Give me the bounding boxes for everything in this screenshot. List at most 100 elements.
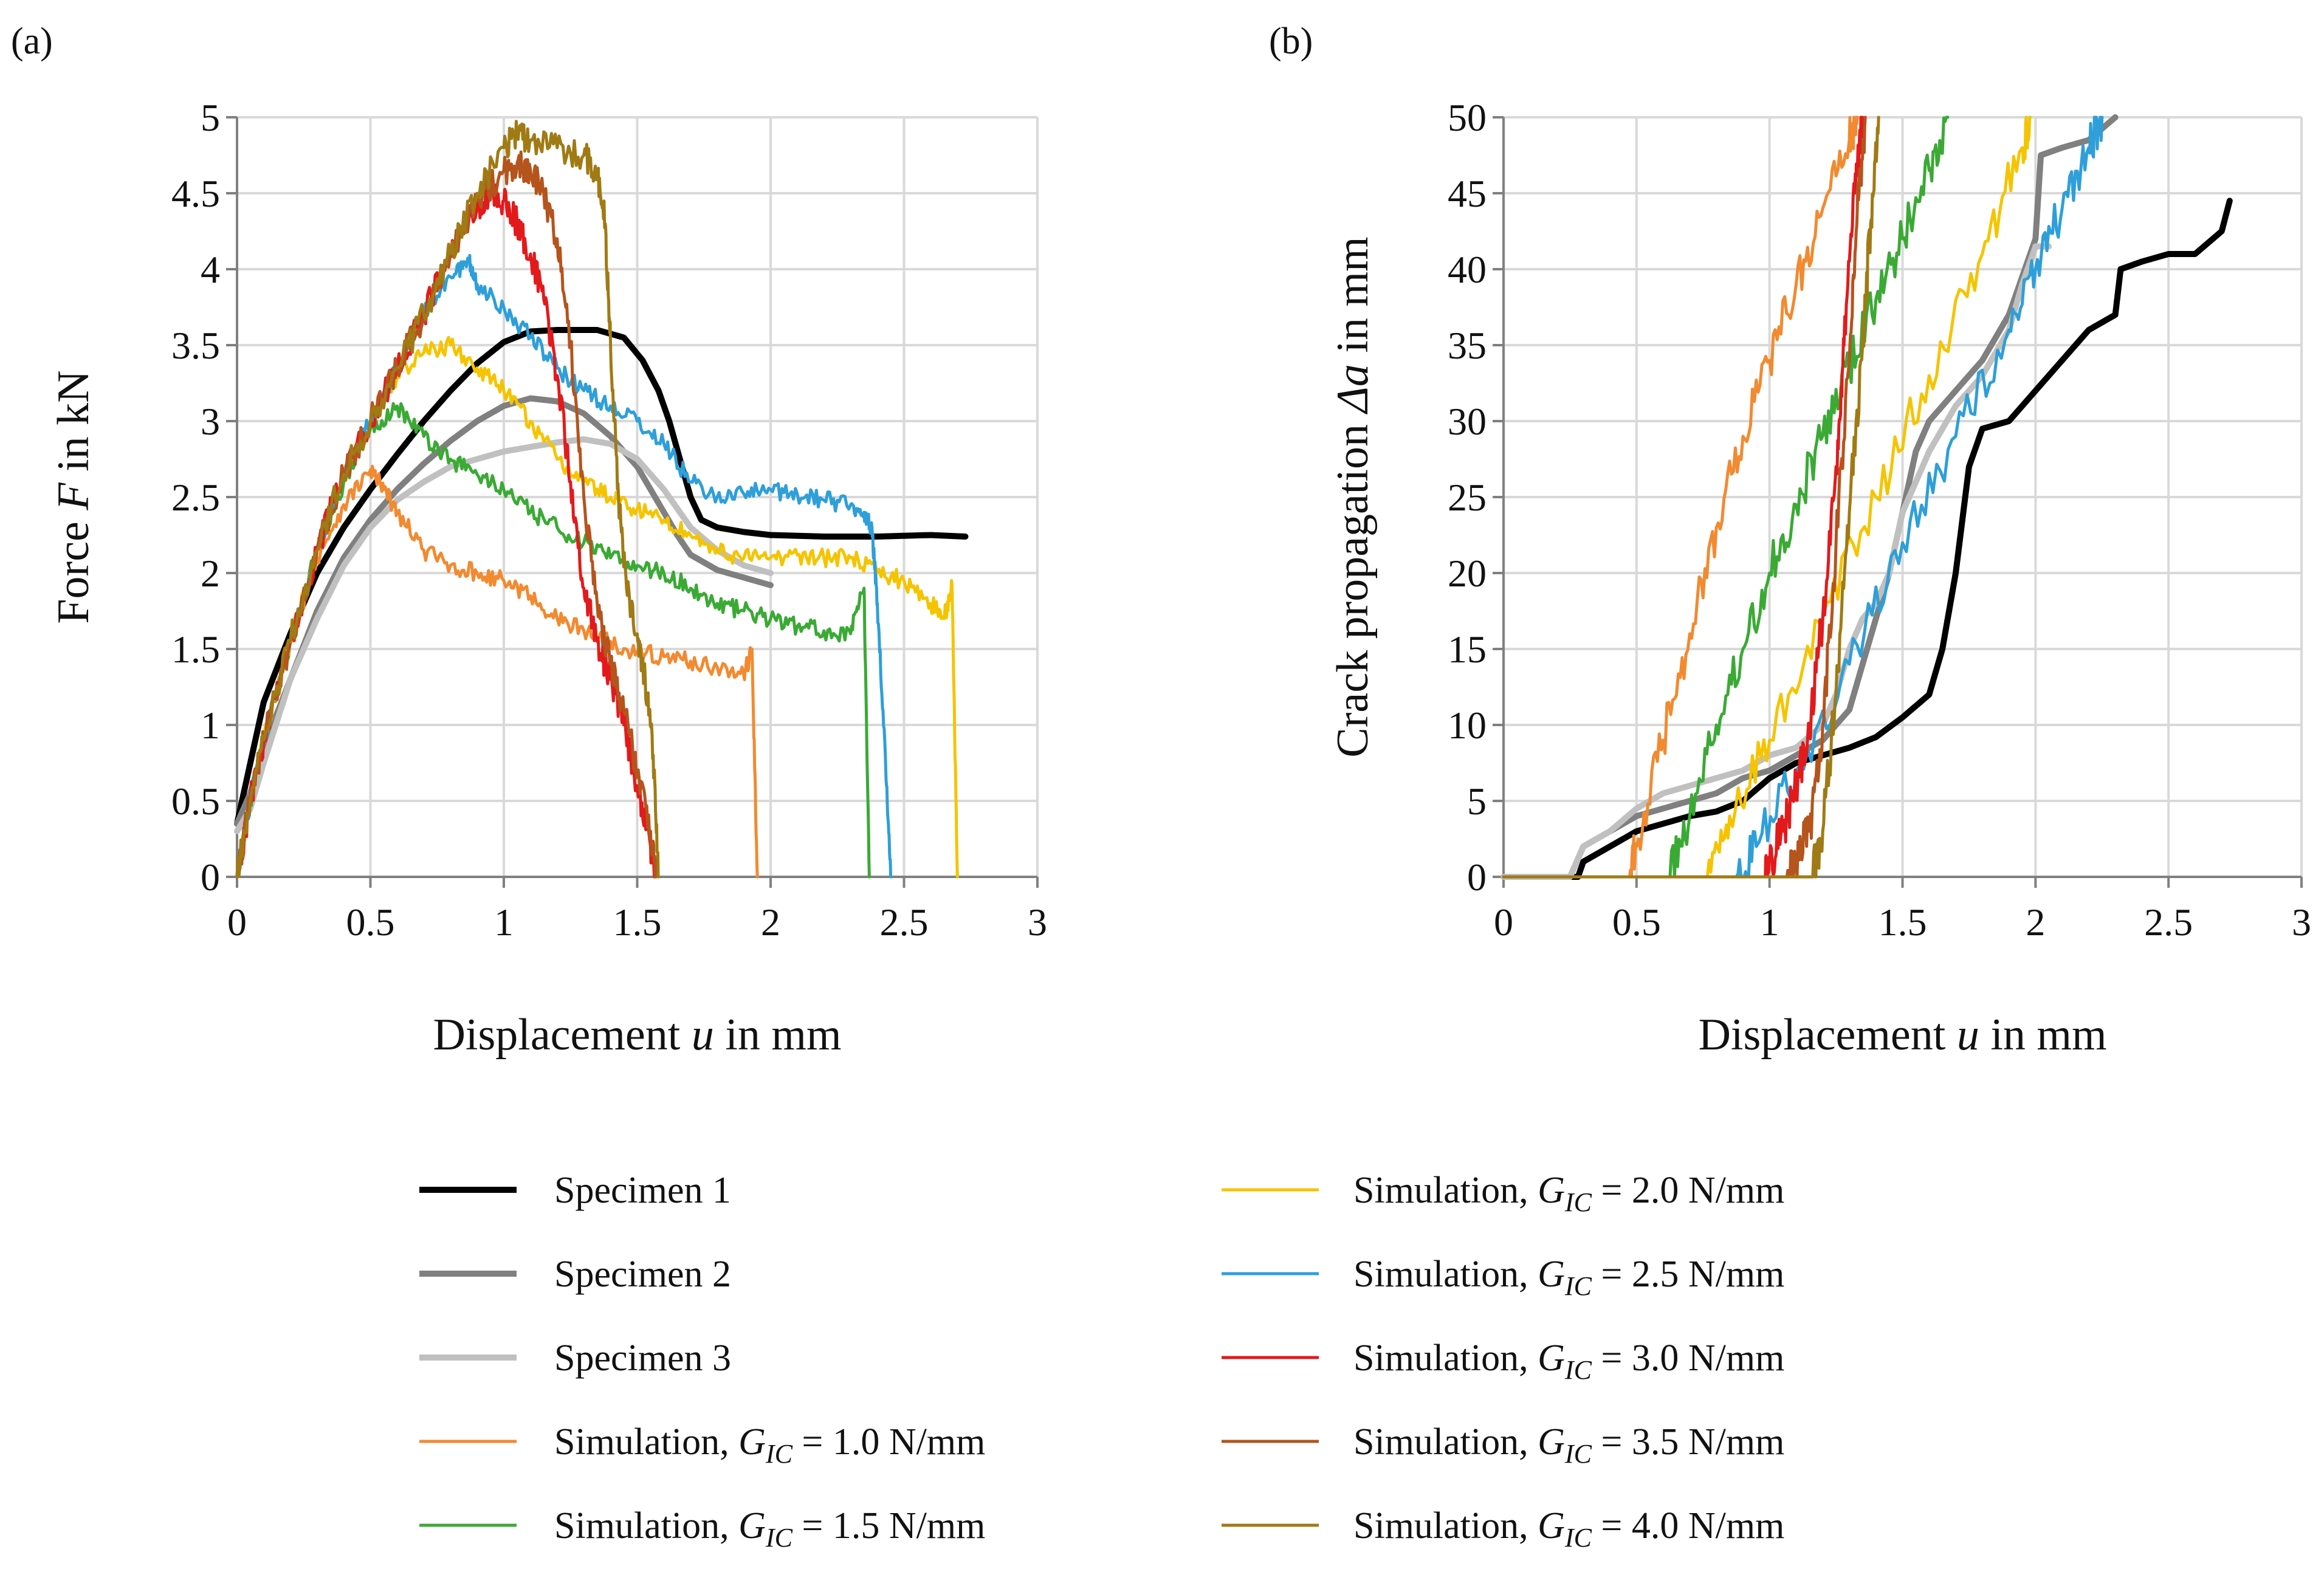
legend-label-symbol: G [1538,1254,1565,1295]
x-axis-title-suffix: in mm [1979,1010,2107,1060]
y-axis-title-variable: F [49,482,98,511]
gridlines [237,116,1039,878]
legend-label-base: Simulation, [554,1421,738,1463]
series-line-1 [234,327,969,827]
legend-label-base: Simulation, [1353,1254,1538,1295]
legend-item: Simulation, GIC = 2.5 N/mm [1222,1254,1784,1301]
x-tick-label: 0.5 [346,901,395,944]
legend-item: Simulation, GIC = 1.0 N/mm [419,1421,985,1469]
y-tick-label: 3.5 [171,324,220,367]
x-axis-title-prefix: Displacement [433,1010,691,1060]
series-line-7 [235,253,893,879]
y-tick-label: 20 [1448,552,1487,595]
legend-label: Simulation, GIC = 1.5 N/mm [554,1505,985,1553]
y-tick-label: 15 [1448,628,1487,671]
legend-label-symbol: G [1538,1337,1565,1379]
x-axis-title-variable: u [692,1010,714,1060]
y-tick-label: 1.5 [171,628,220,671]
y-tick-label: 0.5 [171,780,220,823]
legend-label: Simulation, GIC = 2.5 N/mm [1353,1254,1784,1301]
legend-label: Specimen 3 [554,1337,731,1379]
legend-label-base: Simulation, [1353,1421,1538,1463]
x-axis-title: Displacement u in mm [433,1010,841,1060]
x-tick-label: 1.5 [1879,901,1927,944]
y-tick-label: 4.5 [171,172,220,215]
x-axis-title-variable: u [1957,1010,1979,1060]
legend: Specimen 1 Specimen 2 Specimen 3 Simulation… [419,1170,1784,1553]
legend-label-value: = 3.0 N/mm [1592,1337,1784,1379]
legend-item: Simulation, GIC = 2.0 N/mm [1222,1170,1784,1217]
legend-label-base: Simulation, [1353,1337,1538,1379]
x-tick-label: 0.5 [1612,901,1661,944]
y-tick-label: 10 [1448,704,1487,747]
series-line-5 [1502,115,1950,879]
x-tick-label: 2.5 [880,901,929,944]
series-line-7 [1502,115,2104,879]
legend-label: Simulation, GIC = 3.0 N/mm [1353,1337,1784,1385]
legend-label-base: Simulation, [554,1505,738,1547]
panel-label: (b) [1269,21,1313,62]
legend-label-symbol: G [1538,1505,1565,1547]
legend-label-symbol: G [1538,1421,1565,1463]
legend-label-subscript: IC [1564,1523,1592,1553]
y-tick-label: 2.5 [171,476,220,519]
y-tick-label: 1 [201,704,220,747]
legend-label-value: = 3.5 N/mm [1592,1421,1784,1463]
y-tick-label: 30 [1448,400,1487,443]
y-axis-title-suffix: in mm [1328,236,1378,364]
x-tick-label: 2 [761,901,780,944]
x-tick-label: 1.5 [613,901,662,944]
legend-label-value: = 1.0 N/mm [792,1421,985,1463]
legend-item: Specimen 3 [419,1337,731,1379]
y-tick-label: 5 [201,96,220,139]
series-line-1 [1501,197,2233,880]
legend-label-base: Simulation, [1353,1170,1538,1211]
series-group [234,120,969,879]
y-tick-label: 5 [1467,780,1487,823]
legend-label: Simulation, GIC = 2.0 N/mm [1353,1170,1784,1217]
series-group [1501,114,2233,880]
y-tick-label: 0 [1467,856,1487,899]
x-tick-label: 2 [2026,901,2045,944]
series-line-9 [1502,115,1867,879]
panel-label: (a) [11,21,53,62]
legend-label-value: = 2.5 N/mm [1592,1254,1784,1295]
legend-label-subscript: IC [765,1523,793,1553]
y-axis-title-prefix: Crack propagation [1328,413,1378,757]
y-axis-title-variable: Δa [1328,364,1378,414]
x-tick-label: 3 [1028,901,1047,944]
legend-label-subscript: IC [765,1439,793,1469]
series-line-10 [1502,115,1880,879]
y-tick-label: 2 [201,552,220,595]
x-axis-title-suffix: in mm [714,1010,842,1060]
y-axis-title: Force F in kN [49,370,98,623]
y-axis-title-prefix: Force [49,510,98,624]
series-line-3 [234,436,774,834]
x-tick-label: 1 [494,901,514,944]
panel-a-force-displacement-chart: (a) 0 0.5 1 1.5 2 2.5 3 3.5 4 4.5 5 0 0.5 1 1.5 2 2.5 3 Dis… [11,21,1047,1060]
legend-item: Simulation, GIC = 3.0 N/mm [1222,1337,1784,1385]
legend-label-subscript: IC [1564,1355,1592,1385]
y-tick-label: 50 [1448,96,1487,139]
legend-label-value: = 4.0 N/mm [1592,1505,1784,1547]
y-tick-label: 40 [1448,248,1487,291]
legend-label-subscript: IC [1564,1271,1592,1301]
x-axis-title-prefix: Displacement [1698,1010,1956,1060]
x-tick-label: 1 [1760,901,1779,944]
legend-label-base: Simulation, [1353,1505,1538,1547]
legend-label-symbol: G [738,1505,766,1547]
legend-label-text: Specimen 2 [554,1254,731,1295]
series-line-10 [235,120,661,879]
legend-label-value: = 2.0 N/mm [1592,1170,1784,1211]
y-axis-title: Crack propagation Δa in mm [1328,236,1378,757]
legend-item: Simulation, GIC = 3.5 N/mm [1222,1421,1784,1469]
legend-label: Simulation, GIC = 3.5 N/mm [1353,1421,1784,1469]
series-line-4 [1502,115,1859,879]
legend-label-subscript: IC [1564,1187,1592,1217]
x-tick-label: 3 [2292,901,2311,944]
legend-label-text: Specimen 1 [554,1170,731,1211]
legend-label: Simulation, GIC = 4.0 N/mm [1353,1505,1784,1553]
x-axis-title: Displacement u in mm [1698,1010,2106,1060]
legend-label: Specimen 2 [554,1254,731,1295]
